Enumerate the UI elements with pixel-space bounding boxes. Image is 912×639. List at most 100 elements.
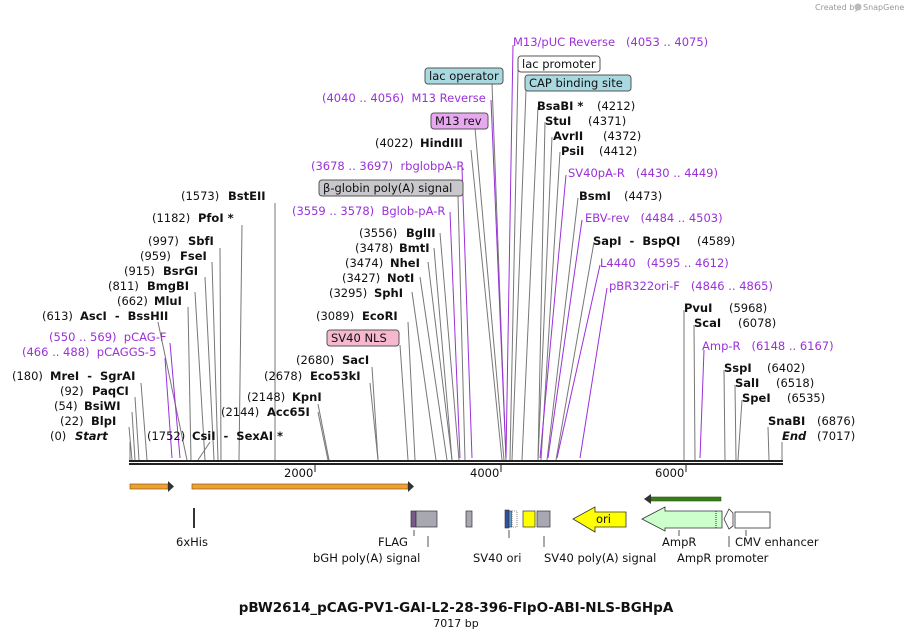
site-num: (2148) [247,390,285,404]
feature-m13-rev: M13 rev [435,114,482,128]
primer-label: pBR322ori-F (4846 .. 4865) [609,279,773,293]
site-num: (3474) [345,256,383,270]
site-num: (3295) [329,286,367,300]
site-num: (54) [54,399,78,413]
site-name: BsaBI * [537,99,583,113]
watermark-brand: SnapGene [863,3,904,12]
ruler-tick-4000: 4000 [470,466,499,480]
site-name: SphI [374,286,403,300]
feature-cmv-enhancer: CMV enhancer [735,535,819,549]
site-name: FseI [180,249,207,263]
sites-right: BsaBI * (4212) StuI (4371) AvrII (4372) … [537,99,855,443]
plasmid-size: 7017 bp [433,617,478,630]
site-num: (3478) [355,241,393,255]
feature-labels-bottom: 6xHis FLAG bGH poly(A) signal SV40 ori S… [176,535,819,565]
site-num: (4372) [603,129,641,143]
site-num: (4371) [588,114,626,128]
site-num: (1182) [152,211,190,225]
snapgene-logo-icon [854,3,862,11]
site-num: (4022) [375,136,413,150]
primer-label: (3559 .. 3578) Bglob-pA-R [292,204,445,218]
feature-lac-promoter: lac promoter [522,57,596,71]
site-name: BstEII [228,189,266,203]
site-num: (4412) [599,144,637,158]
site-name: BsrGI [163,264,198,278]
site-num: (5968) [729,301,767,315]
site-name: EcoRI [362,309,398,323]
site-num: (4212) [597,99,635,113]
site-name: PsiI [561,144,584,158]
feature-cap-binding: CAP binding site [529,76,623,90]
primer-label: EBV-rev (4484 .. 4503) [585,211,723,225]
site-name: BglII [406,226,436,240]
site-num: (180) [12,369,43,383]
site-name: BlpI [91,414,116,428]
backbone-bottom [129,463,783,465]
site-name: BmtI [399,241,430,255]
site-num: (2680) [296,353,334,367]
site-name: SspI [724,361,752,375]
ruler-tick-2000: 2000 [284,466,313,480]
site-name: BmgBI [147,279,189,293]
site-num: (6535) [787,391,825,405]
feature-sv40-polya: SV40 poly(A) signal [544,551,656,565]
feature-bgh-polya: bGH poly(A) signal [313,551,420,565]
primer-connectors [164,44,705,459]
site-num: (662) [117,294,148,308]
site-num: (959) [140,249,171,263]
site-name: BsiWI [84,399,121,413]
site-num: (6402) [767,361,805,375]
site-name: CsiI - SexAI * [192,429,283,443]
site-num: (3427) [342,271,380,285]
feature-sv40-nls: SV40 NLS [331,331,387,345]
site-name: Acc65I [267,405,310,419]
site-name: MreI - SgrAI [50,369,135,383]
feature-ampr-promoter: AmpR promoter [677,551,769,565]
site-name: KpnI [292,390,322,404]
sites-left: (1573) BstEII (1182) PfoI * (997) SbfI (… [12,189,266,443]
primer-label: (466 .. 488) pCAGGS-5 [22,345,156,359]
primer-label: Amp-R (6148 .. 6167) [702,339,834,353]
backbone-top [129,460,783,462]
primer-label: (3678 .. 3697) rbglobpA-R [311,159,464,173]
sites-mid: (1752) CsiI - SexAI * (2144) Acc65I (214… [147,136,463,443]
site-name: BsmI [579,189,611,203]
site-num: (3556) [359,226,397,240]
ruler: 2000 4000 6000 [284,465,687,480]
site-name: PaqCI [92,384,129,398]
site-name: NotI [387,271,414,285]
watermark-prefix: Created by [815,3,859,12]
site-num: (6876) [817,414,855,428]
site-name: NheI [390,256,420,270]
site-num: (6518) [776,376,814,390]
site-name: PvuI [684,301,712,315]
site-name: SpeI [742,391,771,405]
site-num: (915) [124,264,155,278]
site-num: (811) [108,279,139,293]
site-name: SnaBI [768,414,805,428]
feature-ampr: AmpR [662,535,696,549]
site-num: (22) [60,414,84,428]
ruler-tick-6000: 6000 [655,466,684,480]
site-name: PfoI * [198,211,234,225]
site-name: AvrII [553,129,583,143]
site-name: SapI - BspQI [593,234,680,248]
feature-ori-label: ori [596,512,611,526]
feature-lac-operator: lac operator [429,69,499,83]
primer-label: L4440 (4595 .. 4612) [600,256,729,270]
site-name-start: Start [75,429,108,443]
site-num: (0) [50,429,66,443]
site-num: (997) [148,234,179,248]
site-num: (6078) [738,316,776,330]
site-num: (613) [42,309,73,323]
site-name: HindIII [420,136,463,150]
plasmid-title: pBW2614_pCAG-PV1-GAI-L2-28-396-FlpO-ABI-… [239,600,674,616]
site-num: (2144) [221,405,259,419]
site-name: Eco53kI [310,369,361,383]
site-num: (7017) [817,429,855,443]
site-num: (4589) [697,234,735,248]
site-name-end: End [782,429,807,443]
site-name: SacI [342,353,369,367]
site-num: (1573) [181,189,219,203]
